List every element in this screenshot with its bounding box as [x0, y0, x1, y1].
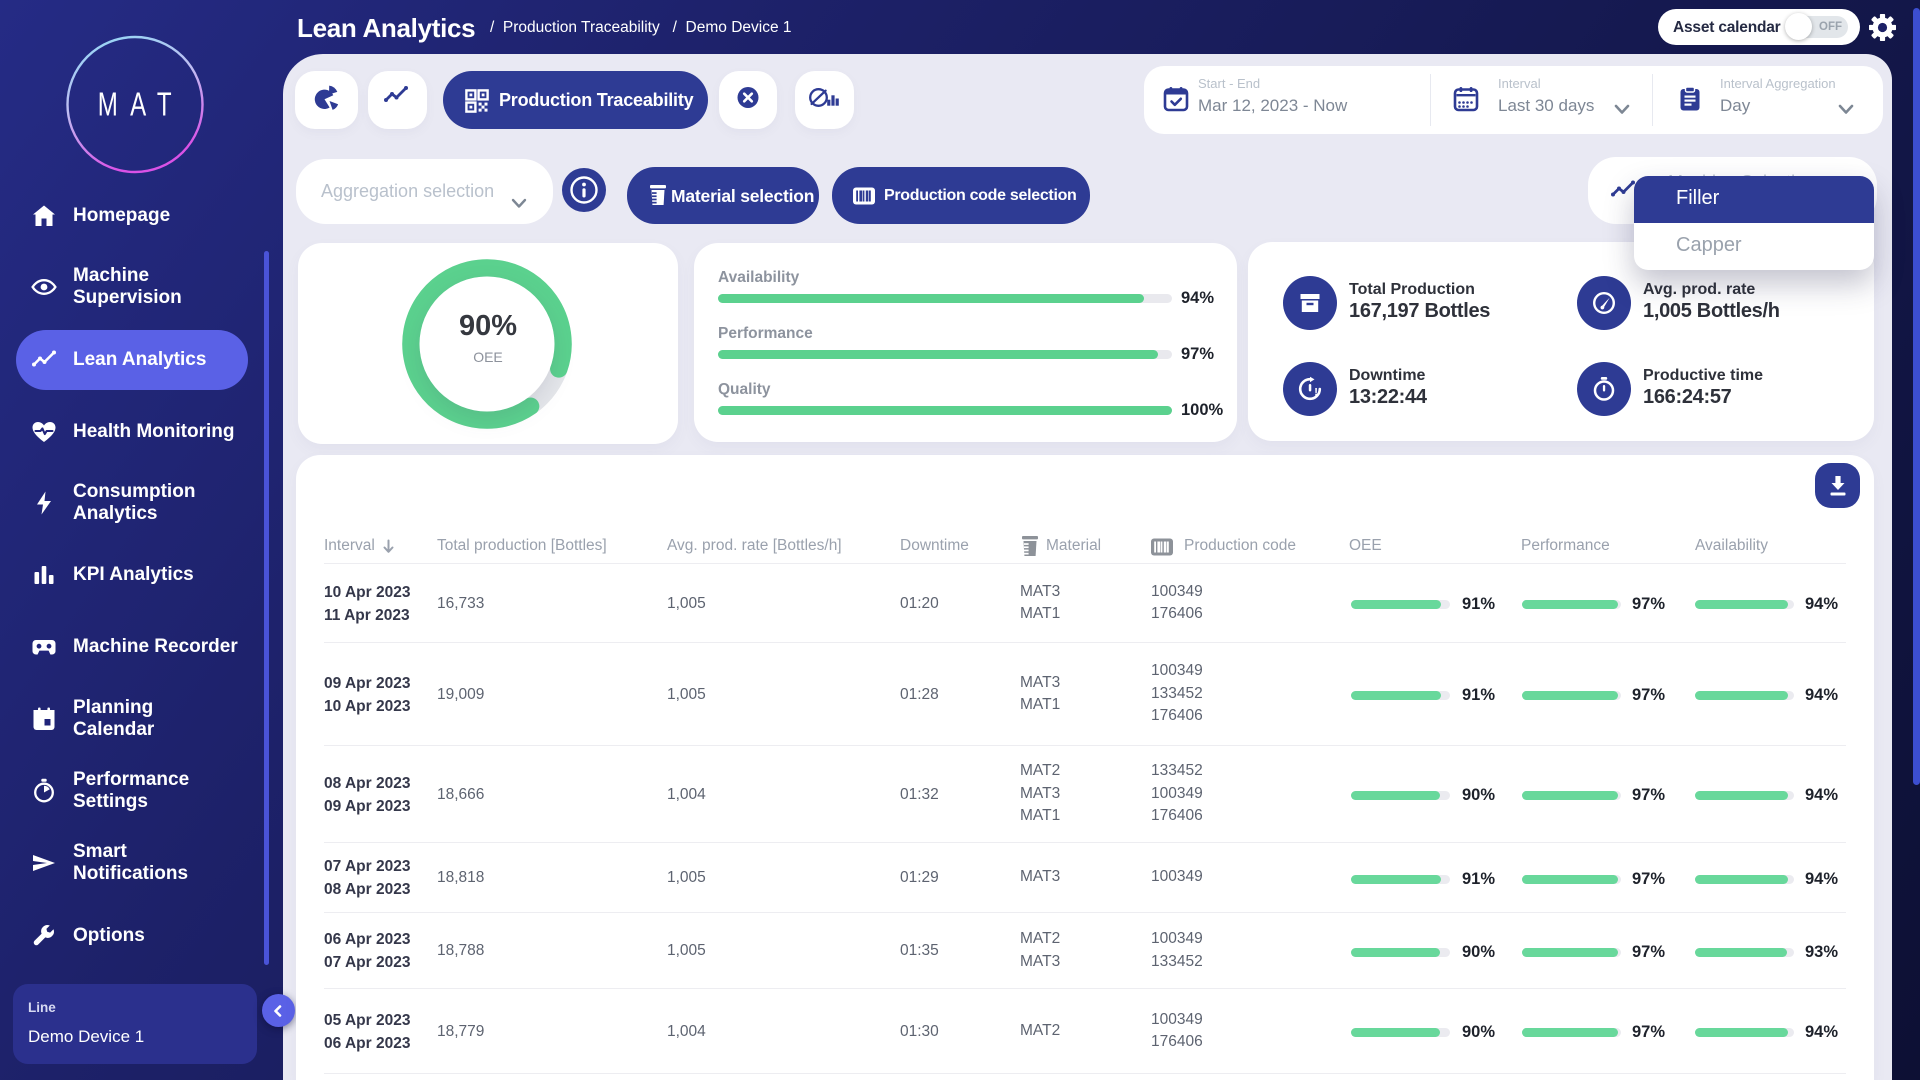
svg-text:!: ! — [1314, 387, 1318, 399]
svg-text:MAT: MAT — [98, 87, 184, 124]
